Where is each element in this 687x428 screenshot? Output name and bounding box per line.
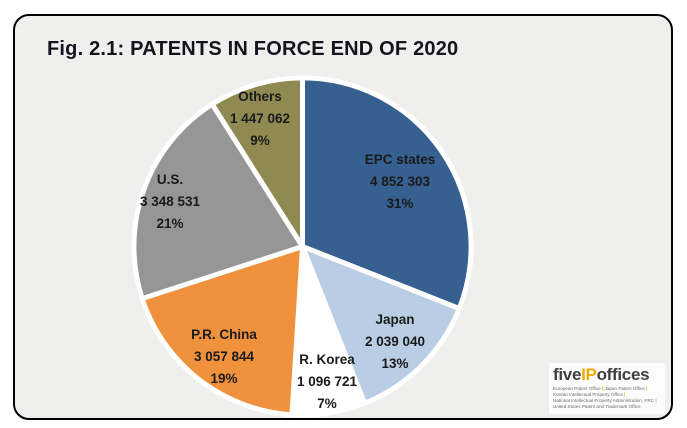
slice-value: 3 348 531 bbox=[139, 194, 201, 209]
slice-value: 1 447 062 bbox=[229, 111, 291, 126]
figure-title: Fig. 2.1: PATENTS IN FORCE END OF 2020 bbox=[47, 38, 459, 60]
fiveipoffices-logo: fiveIPoffices European Patent Office | J… bbox=[549, 363, 665, 414]
pie-slice-u-s bbox=[131, 101, 305, 302]
slice-name: Japan bbox=[375, 312, 415, 327]
fiveipoffices-wordmark: fiveIPoffices bbox=[553, 366, 661, 384]
slice-value: 1 096 721 bbox=[296, 374, 358, 389]
slice-percent: 9% bbox=[250, 133, 270, 148]
slice-percent: 13% bbox=[381, 356, 409, 371]
slice-label-pr-china: P.R. China 3 057 844 19% bbox=[191, 324, 257, 390]
slice-name: Others bbox=[238, 89, 282, 104]
slice-name: R. Korea bbox=[299, 352, 355, 367]
slice-label-us: U.S. 3 348 531 21% bbox=[140, 169, 200, 235]
slice-percent: 7% bbox=[317, 396, 337, 411]
slice-label-others: Others 1 447 062 9% bbox=[230, 86, 290, 152]
pie-slice-epc-states bbox=[300, 75, 474, 312]
pie-slice-japan bbox=[300, 244, 462, 406]
brand-five: five bbox=[553, 365, 582, 384]
slice-label-japan: Japan 2 039 040 13% bbox=[365, 309, 425, 375]
pie-chart-svg bbox=[131, 75, 474, 418]
pie-slice-others bbox=[209, 75, 305, 249]
slice-value: 3 057 844 bbox=[193, 349, 255, 364]
slice-percent: 19% bbox=[210, 371, 238, 386]
slice-label-r-korea: R. Korea 1 096 721 7% bbox=[297, 349, 357, 415]
logo-separator: | bbox=[655, 398, 657, 403]
logo-office-line: United States Patent and Trademark Offic… bbox=[553, 404, 641, 409]
logo-separator: | bbox=[601, 386, 604, 391]
logo-office-line: Korean Intellectual Property Office | bbox=[553, 392, 626, 397]
logo-office-list: European Patent Office | Japan Patent Of… bbox=[553, 386, 661, 410]
logo-office-line: European Patent Office | Japan Patent Of… bbox=[553, 386, 648, 391]
logo-separator: | bbox=[624, 392, 626, 397]
figure-card: Fig. 2.1: PATENTS IN FORCE END OF 2020 E… bbox=[13, 14, 673, 420]
pie-chart bbox=[129, 73, 476, 420]
slice-name: EPC states bbox=[364, 152, 436, 167]
slice-percent: 21% bbox=[156, 216, 184, 231]
logo-office-line: National Intellectual Property Administr… bbox=[553, 398, 657, 403]
slice-value: 4 852 303 bbox=[369, 174, 431, 189]
slice-label-epc-states: EPC states 4 852 303 31% bbox=[365, 149, 436, 215]
slice-percent: 31% bbox=[386, 196, 414, 211]
logo-separator: | bbox=[646, 386, 648, 391]
slice-name: P.R. China bbox=[191, 327, 257, 342]
pie-slice-p-r-china bbox=[139, 244, 305, 418]
brand-ip: IP bbox=[581, 365, 597, 384]
brand-offices: offices bbox=[596, 365, 650, 384]
slice-value: 2 039 040 bbox=[364, 334, 426, 349]
slice-name: U.S. bbox=[156, 172, 184, 187]
